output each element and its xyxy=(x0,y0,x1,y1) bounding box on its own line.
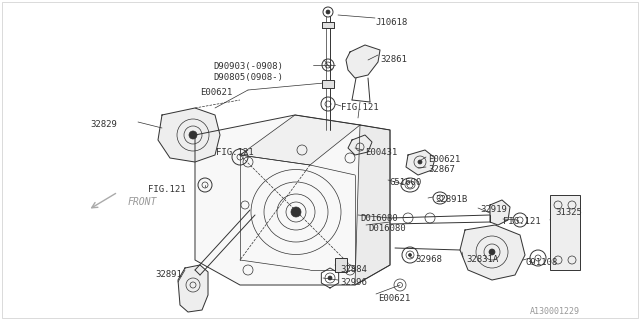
Bar xyxy=(550,195,580,270)
Polygon shape xyxy=(178,265,208,312)
Polygon shape xyxy=(490,200,510,225)
Text: A130001229: A130001229 xyxy=(530,307,580,316)
Text: 32996: 32996 xyxy=(340,278,367,287)
Polygon shape xyxy=(348,135,372,155)
Polygon shape xyxy=(195,115,390,285)
Circle shape xyxy=(189,131,197,139)
Text: D90805(0908-): D90805(0908-) xyxy=(213,73,283,82)
Polygon shape xyxy=(321,268,339,288)
Text: FIG.121: FIG.121 xyxy=(216,148,253,157)
Circle shape xyxy=(408,253,412,257)
Circle shape xyxy=(328,276,332,280)
Text: FIG.121: FIG.121 xyxy=(503,217,541,226)
Text: 32861: 32861 xyxy=(380,55,407,64)
Circle shape xyxy=(323,7,333,17)
Text: 32891B: 32891B xyxy=(435,195,467,204)
Bar xyxy=(322,22,334,28)
Bar xyxy=(322,80,334,88)
Text: 32884: 32884 xyxy=(340,265,367,274)
Circle shape xyxy=(326,10,330,14)
Text: 32829: 32829 xyxy=(90,120,117,129)
Text: 32891: 32891 xyxy=(155,270,182,279)
Polygon shape xyxy=(346,45,380,78)
Text: E00621: E00621 xyxy=(378,294,410,303)
Text: D90903(-0908): D90903(-0908) xyxy=(213,62,283,71)
Polygon shape xyxy=(460,225,525,280)
Circle shape xyxy=(418,160,422,164)
Text: E00621: E00621 xyxy=(200,88,232,97)
Text: D016080: D016080 xyxy=(360,214,397,223)
Bar xyxy=(335,258,347,272)
Polygon shape xyxy=(406,150,435,175)
Text: G91108: G91108 xyxy=(525,258,557,267)
Text: FRONT: FRONT xyxy=(128,197,157,207)
Text: E00621: E00621 xyxy=(428,155,460,164)
Circle shape xyxy=(407,182,413,188)
Text: J10618: J10618 xyxy=(375,18,407,27)
Text: 32919: 32919 xyxy=(480,205,507,214)
Circle shape xyxy=(291,207,301,217)
Text: G51600: G51600 xyxy=(390,178,422,187)
Text: 32867: 32867 xyxy=(428,165,455,174)
Text: 31325: 31325 xyxy=(555,208,582,217)
Polygon shape xyxy=(240,115,360,165)
Text: E00431: E00431 xyxy=(365,148,397,157)
Text: 32968: 32968 xyxy=(415,255,442,264)
Text: 32831A: 32831A xyxy=(466,255,499,264)
Polygon shape xyxy=(158,108,220,162)
Text: FIG.121: FIG.121 xyxy=(341,103,379,112)
Circle shape xyxy=(489,249,495,255)
Text: D016080: D016080 xyxy=(368,224,406,233)
Polygon shape xyxy=(355,125,390,285)
Text: FIG.121: FIG.121 xyxy=(148,185,186,194)
